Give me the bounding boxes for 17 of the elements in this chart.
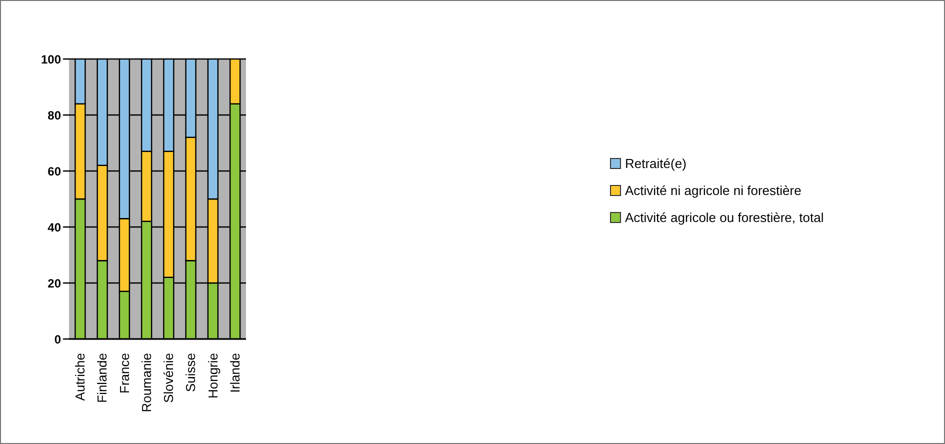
y-tick-label: 80 bbox=[48, 108, 62, 122]
y-tick-label: 20 bbox=[48, 276, 62, 290]
legend-label: Retraité(e) bbox=[625, 156, 686, 171]
x-tick-label: France bbox=[116, 353, 132, 394]
y-tick-label: 40 bbox=[48, 220, 62, 234]
y-tick-label: 60 bbox=[48, 164, 62, 178]
legend-label: Activité ni agricole ni forestière bbox=[625, 183, 802, 198]
legend-label: Activité agricole ou forestière, total bbox=[625, 210, 824, 225]
y-tick-label: 0 bbox=[54, 332, 62, 346]
x-tick-label: Autriche bbox=[72, 353, 88, 401]
x-tick-label: Finlande bbox=[94, 353, 110, 403]
x-tick-label: Suisse bbox=[183, 353, 198, 392]
y-tick-label: 100 bbox=[40, 52, 62, 66]
x-tick-label: Roumanie bbox=[138, 353, 154, 412]
x-tick-label: Slovénie bbox=[161, 353, 176, 403]
x-tick-label: Irlande bbox=[227, 353, 242, 393]
x-tick-label: Hongrie bbox=[205, 353, 220, 399]
